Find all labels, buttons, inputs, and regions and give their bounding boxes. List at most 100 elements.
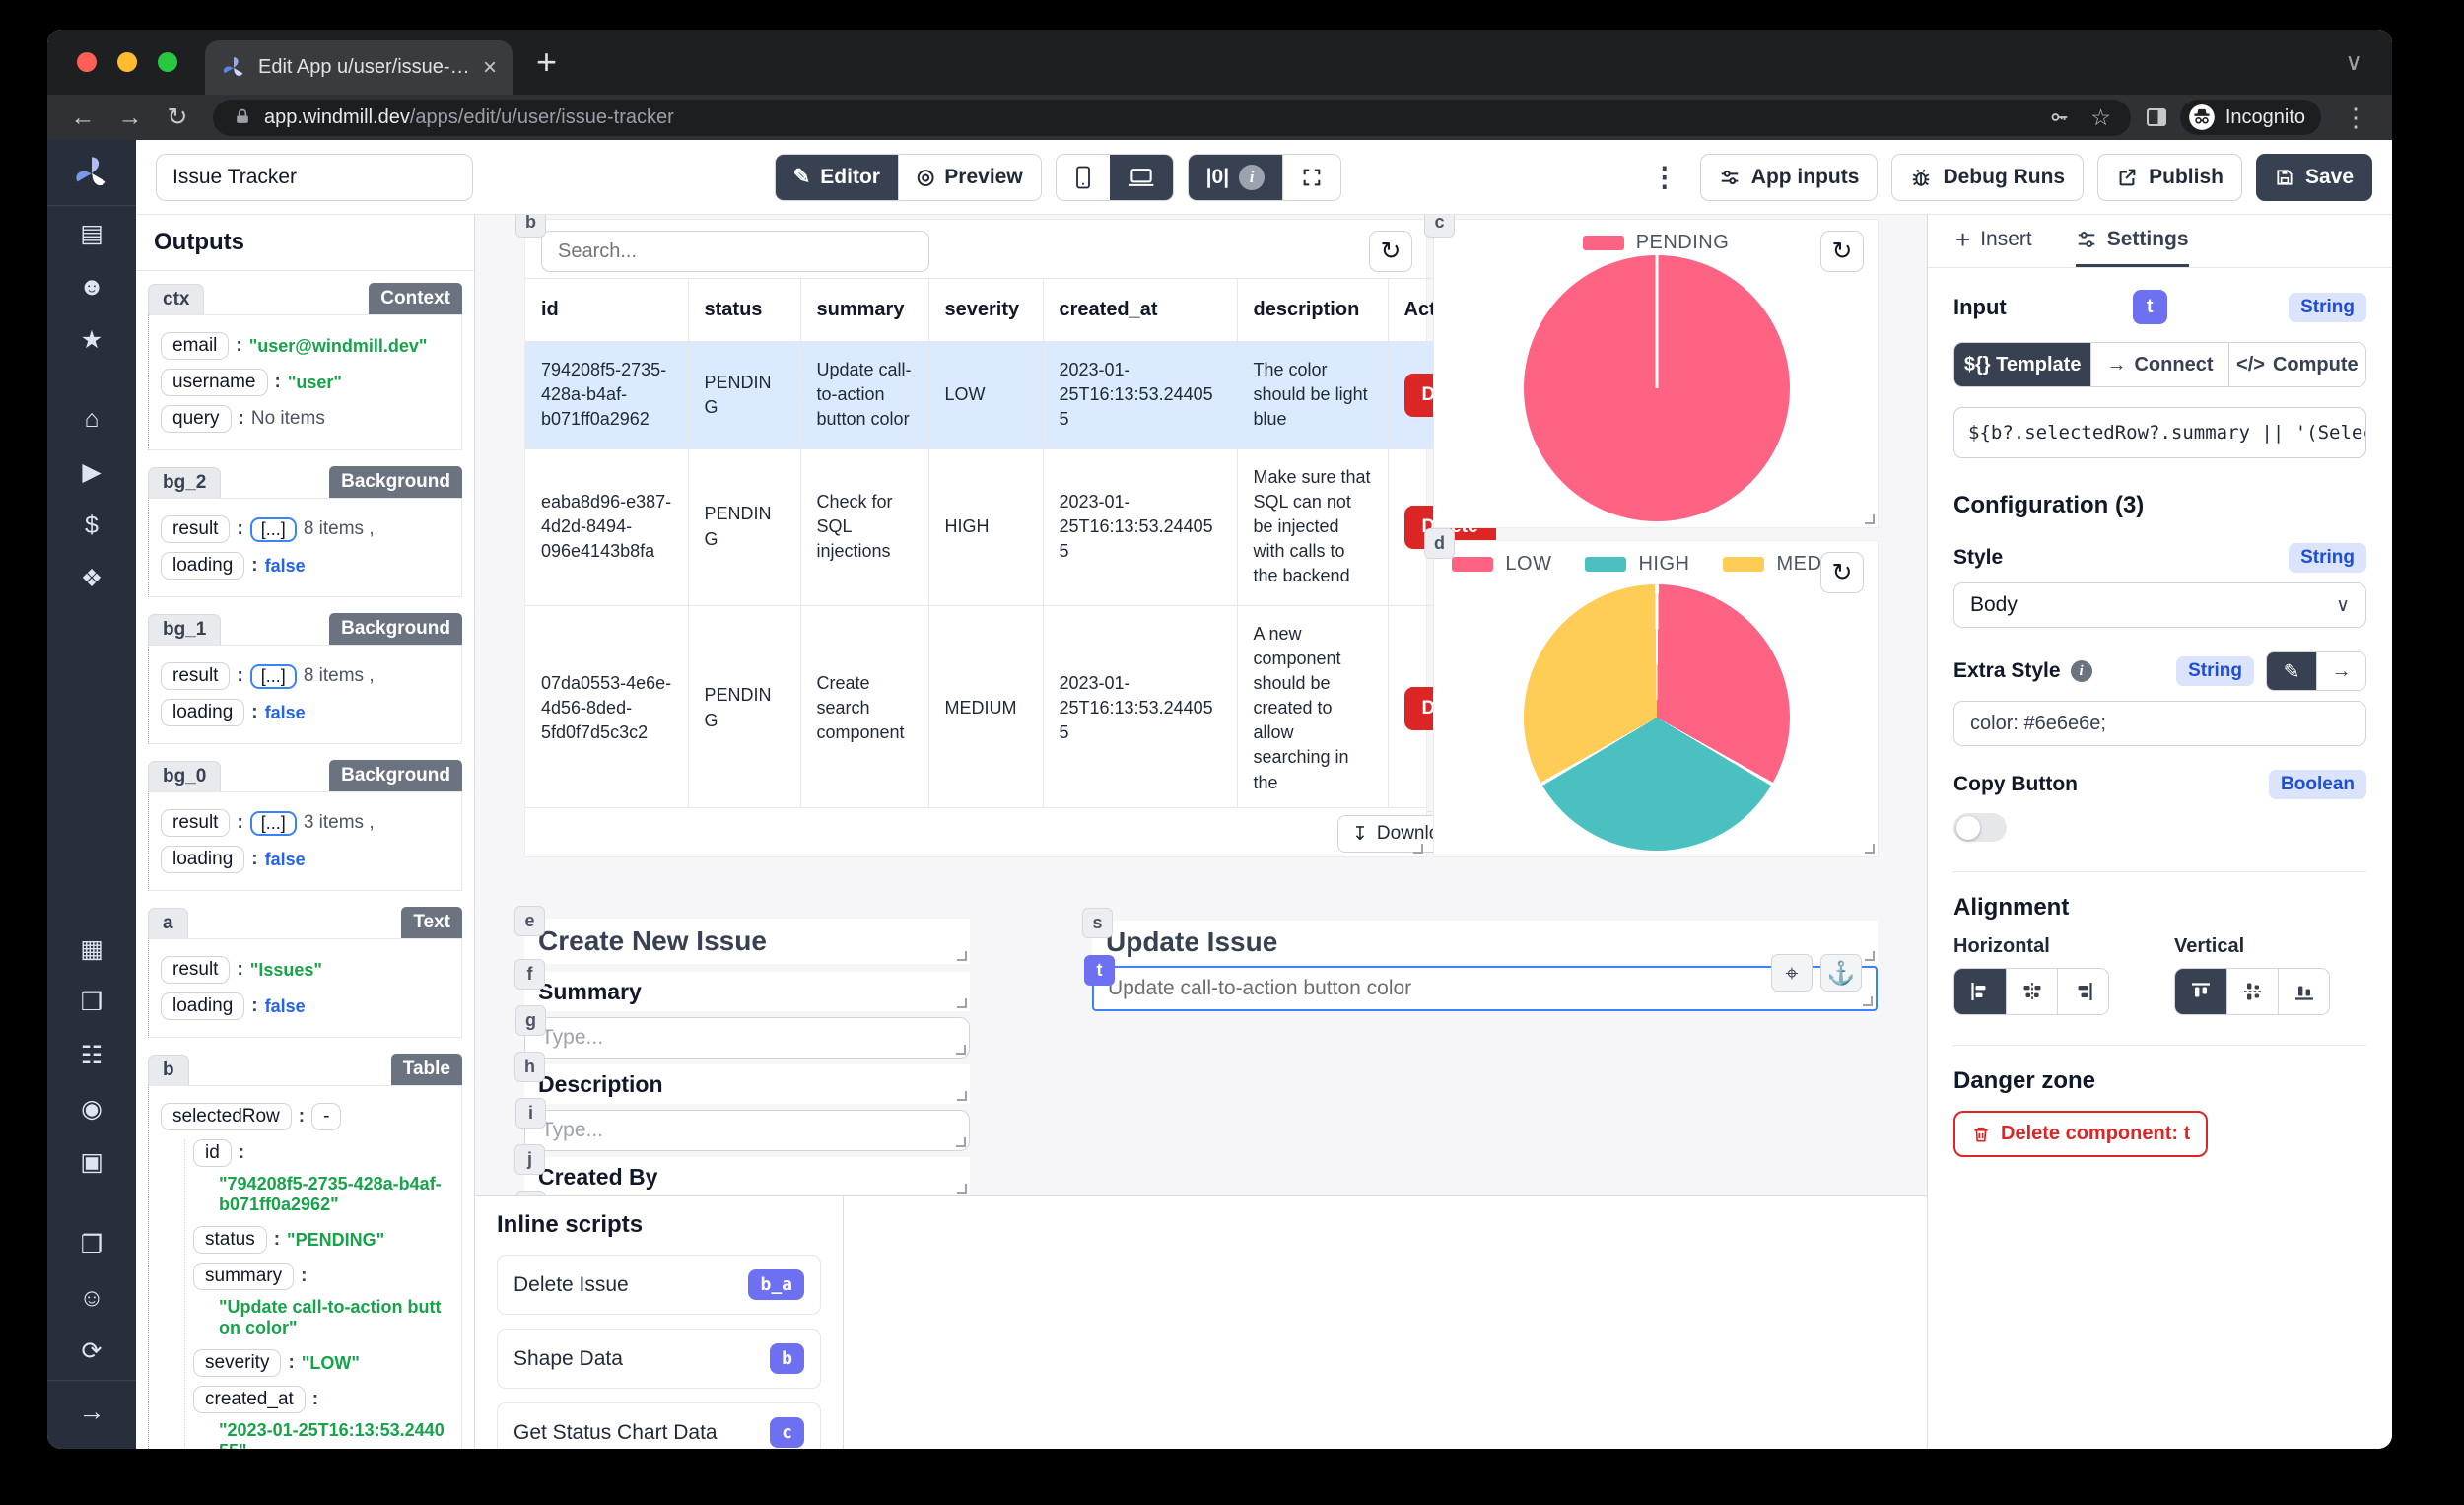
output-key-chip[interactable]: selectedRow: [161, 1103, 292, 1130]
description-label-component[interactable]: h Description: [514, 1052, 970, 1104]
table-component[interactable]: b ↻ idstatussummaryseveritycreated_atdes…: [515, 215, 1523, 857]
expand-array-chip[interactable]: [...]: [249, 516, 297, 542]
output-key-chip[interactable]: loading: [161, 992, 245, 1020]
favorites-icon[interactable]: ★: [80, 326, 103, 354]
delete-component-button[interactable]: Delete component: t: [1953, 1111, 2209, 1157]
output-id-chip[interactable]: bg_1: [148, 614, 222, 645]
user-icon[interactable]: ☻: [78, 273, 105, 301]
sync-icon[interactable]: ⟳: [81, 1337, 103, 1365]
output-key-chip[interactable]: status: [193, 1226, 267, 1254]
summary-label-component[interactable]: f Summary: [514, 959, 970, 1011]
collapse-sidebar-icon[interactable]: →: [78, 1397, 105, 1426]
copy-button-toggle[interactable]: [1953, 813, 2007, 842]
static-edit-button[interactable]: ✎: [2267, 652, 2316, 690]
back-icon[interactable]: ←: [70, 103, 96, 131]
browser-menu-icon[interactable]: ⋮: [2343, 102, 2368, 132]
output-key-chip[interactable]: query: [161, 405, 232, 433]
table-row[interactable]: 07da0553-4e6e-4d56-8ded-5fd0f7d5c3c2 PEND…: [525, 605, 1523, 812]
apps-icon[interactable]: ▤: [80, 220, 103, 247]
column-header-id[interactable]: id: [525, 278, 688, 342]
close-window-button[interactable]: [77, 52, 97, 72]
output-key-chip[interactable]: summary: [193, 1263, 295, 1290]
grid-lines-button[interactable]: |0| i: [1188, 154, 1283, 200]
severity-pie-chart-component[interactable]: d LOW HIGH MEDIUM ↻: [1424, 528, 1879, 857]
output-id-chip[interactable]: bg_0: [148, 761, 222, 791]
column-header-severity[interactable]: severity: [927, 278, 1043, 342]
tab-search-chevron-icon[interactable]: ∨: [2345, 48, 2362, 76]
output-key-chip[interactable]: result: [161, 515, 231, 543]
desktop-view-button[interactable]: [1109, 154, 1173, 200]
table-search-input[interactable]: [541, 231, 929, 272]
app-name-input[interactable]: [156, 153, 473, 201]
table-refresh-icon[interactable]: ↻: [1369, 231, 1412, 272]
template-expression-input[interactable]: ${b?.selectedRow?.summary || '(Select a …: [1953, 407, 2366, 458]
output-key-chip[interactable]: loading: [161, 552, 245, 580]
inline-script-item[interactable]: Get Status Chart Data c: [497, 1402, 821, 1449]
discord-icon[interactable]: ☺: [79, 1284, 104, 1312]
schedules-icon[interactable]: ▦: [80, 935, 103, 963]
debug-runs-button[interactable]: Debug Runs: [1891, 153, 2085, 201]
fullscreen-button[interactable]: [1282, 154, 1341, 200]
mobile-view-button[interactable]: [1056, 154, 1110, 200]
severity-chart-refresh-icon[interactable]: ↻: [1820, 552, 1864, 593]
column-header-created_at[interactable]: created_at: [1042, 278, 1237, 342]
table-row[interactable]: eaba8d96-e387-4d2d-8494-096e4143b8fa PEND…: [525, 448, 1523, 606]
table-row[interactable]: 794208f5-2735-428a-b4af-b071ff0a2962 PEND…: [525, 341, 1523, 449]
created-by-label-component[interactable]: j Created By: [514, 1144, 970, 1197]
minimize-window-button[interactable]: [117, 52, 137, 72]
output-key-chip[interactable]: severity: [193, 1349, 282, 1377]
align-right-icon[interactable]: [2057, 969, 2108, 1014]
description-input-component[interactable]: i Type...: [515, 1098, 970, 1151]
resources-icon[interactable]: ❖: [80, 565, 103, 592]
update-summary-input-component[interactable]: t Update call-to-action button color ⌖ ⚓: [1084, 954, 1878, 1011]
legend-item[interactable]: LOW: [1452, 553, 1551, 576]
docs-icon[interactable]: ❐: [80, 1231, 103, 1259]
bookmark-star-icon[interactable]: ☆: [2090, 103, 2111, 130]
expand-array-chip[interactable]: [...]: [249, 663, 297, 689]
column-header-description[interactable]: description: [1236, 278, 1388, 342]
move-handle-icon[interactable]: ⌖: [1771, 954, 1813, 992]
legend-item[interactable]: HIGH: [1585, 553, 1689, 576]
inline-script-item[interactable]: Shape Data b: [497, 1329, 821, 1389]
output-id-chip[interactable]: bg_2: [148, 467, 222, 498]
extra-style-input[interactable]: color: #6e6e6e;: [1953, 701, 2366, 746]
expand-array-chip[interactable]: [...]: [249, 810, 297, 836]
legend-item[interactable]: PENDING: [1582, 232, 1730, 254]
update-issue-heading-component[interactable]: s Update Issue: [1082, 908, 1878, 964]
style-select[interactable]: Body ∨: [1953, 582, 2366, 628]
align-left-icon[interactable]: [1954, 969, 2006, 1014]
output-key-chip[interactable]: created_at: [193, 1386, 306, 1413]
align-center-icon[interactable]: [2006, 969, 2057, 1014]
output-key-chip[interactable]: result: [161, 809, 231, 837]
address-bar[interactable]: app.windmill.dev/apps/edit/u/user/issue-…: [213, 99, 2131, 136]
publish-button[interactable]: Publish: [2097, 153, 2242, 201]
output-id-chip[interactable]: b: [148, 1055, 189, 1085]
output-id-chip[interactable]: ctx: [148, 284, 205, 314]
align-top-icon[interactable]: [2175, 969, 2226, 1014]
output-key-chip[interactable]: email: [161, 332, 230, 360]
output-id-chip[interactable]: a: [148, 908, 188, 938]
summary-input-component[interactable]: g Type...: [515, 1005, 970, 1059]
zoom-window-button[interactable]: [158, 52, 177, 72]
create-issue-heading-component[interactable]: e Create New Issue: [514, 906, 970, 964]
output-key-chip[interactable]: loading: [161, 699, 245, 726]
folders-icon[interactable]: ❒: [80, 989, 103, 1016]
column-header-status[interactable]: status: [687, 278, 800, 342]
app-canvas[interactable]: b ↻ idstatussummaryseveritycreated_atdes…: [475, 215, 1927, 1449]
anchor-icon[interactable]: ⚓: [1820, 954, 1862, 992]
output-key-chip[interactable]: result: [161, 956, 231, 984]
forward-icon[interactable]: →: [117, 103, 143, 131]
column-header-summary[interactable]: summary: [799, 278, 928, 342]
reload-icon[interactable]: ↻: [167, 103, 188, 131]
align-middle-icon[interactable]: [2226, 969, 2278, 1014]
side-panel-icon[interactable]: [2145, 105, 2168, 129]
more-options-icon[interactable]: ⋮: [1650, 162, 1678, 192]
tab-insert[interactable]: + Insert: [1955, 224, 2032, 254]
preview-mode-button[interactable]: ◎ Preview: [897, 154, 1041, 200]
tab-settings[interactable]: Settings: [2075, 215, 2189, 267]
compute-mode-button[interactable]: </> Compute: [2227, 343, 2365, 386]
home-icon[interactable]: ⌂: [84, 405, 100, 433]
editor-mode-button[interactable]: ✎ Editor: [775, 154, 898, 200]
inline-script-item[interactable]: Delete Issue b_a: [497, 1255, 821, 1315]
new-tab-button[interactable]: +: [536, 41, 558, 82]
